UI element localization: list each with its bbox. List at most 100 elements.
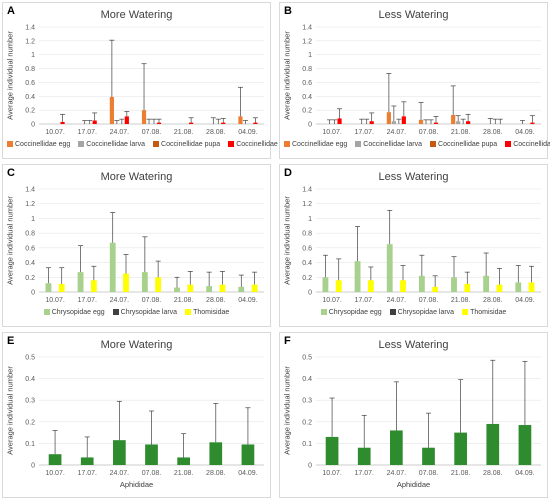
- legend-swatch: [389, 309, 396, 316]
- legend-item: Chrysopidae egg: [43, 309, 105, 316]
- legend-label: Coccinellidae pupa: [438, 141, 498, 148]
- bar: [45, 283, 52, 292]
- legend-label: Thomisidae: [193, 309, 230, 316]
- y-tick-label: 0: [31, 290, 35, 297]
- bar: [253, 122, 258, 124]
- y-tick-label: 1: [31, 216, 35, 223]
- y-tick-label: 0.2: [25, 108, 35, 115]
- legend-item: Coccinellidae pupa: [430, 141, 497, 148]
- y-tick-label: 0.3: [302, 398, 312, 405]
- panel-letter: C: [7, 167, 15, 179]
- bar: [48, 454, 62, 465]
- y-tick-label: 0.8: [25, 231, 35, 238]
- legend-swatch: [112, 309, 119, 316]
- x-tick-label: 17.07.: [354, 470, 374, 477]
- bar: [456, 121, 461, 124]
- legend-item: Thomisidae: [462, 309, 506, 316]
- x-tick-label: 24.07.: [387, 129, 407, 136]
- chart-title: Less Watering: [378, 171, 449, 183]
- y-axis-label: Average individual number: [5, 195, 15, 285]
- x-tick-label: 17.07.: [77, 129, 97, 136]
- x-tick-label: 07.08.: [142, 297, 162, 304]
- legend-swatch: [505, 141, 512, 148]
- legend-swatch: [430, 141, 437, 148]
- y-tick-label: 1.2: [25, 201, 35, 208]
- bar: [123, 273, 129, 292]
- legend-label: Coccinellidae larva: [363, 141, 423, 148]
- chart-svg: 0 0.2 0.4 0.6 0.8 1 1.2 1.4 10.07. 17.07. 24.07. 07…: [302, 25, 541, 136]
- x-tick-label: 04.09.: [515, 470, 535, 477]
- y-tick-label: 0.4: [302, 94, 312, 101]
- bar: [530, 122, 535, 124]
- bar: [401, 116, 406, 124]
- x-tick-label: 21.08.: [451, 297, 471, 304]
- legend-label: Chrysopidae larva: [120, 309, 178, 316]
- y-tick-label: 0.4: [25, 376, 35, 383]
- y-tick-label: 0: [308, 290, 312, 297]
- legend: Coccinellidae egg Coccinellidae larva Cocc…: [280, 141, 550, 148]
- y-tick-label: 0: [308, 122, 312, 129]
- y-tick-label: 0.4: [25, 94, 35, 101]
- legend-item: Coccinellidae egg: [7, 141, 70, 148]
- x-tick-label: 21.08.: [174, 470, 194, 477]
- x-tick-label: 28.08.: [206, 297, 226, 304]
- bar: [386, 112, 391, 124]
- x-tick-label: 17.07.: [77, 297, 97, 304]
- y-tick-label: 0.2: [25, 275, 35, 282]
- bar: [92, 120, 97, 124]
- x-tick-label: 07.08.: [142, 470, 162, 477]
- legend-label: Coccinellidae adult: [513, 141, 550, 148]
- y-tick-label: 1.2: [302, 38, 312, 45]
- y-tick-label: 1: [308, 52, 312, 59]
- legend: Chrysopidae egg Chrysopidae larva Thomisid…: [280, 309, 547, 316]
- bar: [335, 280, 342, 292]
- chart-svg: 0 0.2 0.4 0.6 0.8 1 1.2 1.4 10.07. 17.07. 24.07. 07…: [25, 187, 264, 304]
- y-tick-label: 0.8: [25, 66, 35, 73]
- x-tick-label: 21.08.: [451, 470, 471, 477]
- legend-item: Coccinellidae adult: [228, 141, 295, 148]
- bar: [451, 114, 456, 124]
- bar: [496, 284, 503, 292]
- panel-c: C More Watering 0 0.2 0.4 0.6 0.8 1 1.2 1.4 10.0…: [2, 164, 271, 327]
- bar: [238, 286, 245, 292]
- legend-swatch: [228, 141, 235, 148]
- panel-letter: B: [284, 5, 292, 17]
- x-tick-label: 21.08.: [174, 297, 194, 304]
- chart-svg: 0 0.2 0.4 0.6 0.8 1 1.2 1.4 10.07. 17.07. 24.07. 07…: [25, 25, 264, 136]
- legend-item: Chrysopidae larva: [112, 309, 178, 316]
- x-tick-label: 07.08.: [419, 297, 439, 304]
- bar: [145, 444, 158, 465]
- bar: [187, 284, 194, 292]
- bar: [418, 275, 425, 292]
- y-tick-label: 1.4: [302, 25, 312, 32]
- bar: [189, 122, 194, 124]
- x-tick-label: 17.07.: [77, 470, 97, 477]
- x-axis-label: Aphididae: [119, 480, 154, 489]
- chart-title: Less Watering: [378, 339, 449, 351]
- legend-label: Coccinellidae adult: [236, 141, 295, 148]
- bar: [518, 425, 532, 465]
- x-tick-label: 10.07.: [45, 470, 65, 477]
- legend-item: Coccinellidae larva: [78, 141, 145, 148]
- legend-swatch: [284, 141, 290, 148]
- chart-title: More Watering: [100, 339, 173, 351]
- bar: [209, 442, 223, 465]
- bar: [451, 277, 457, 292]
- y-tick-label: 0.2: [302, 275, 312, 282]
- x-tick-label: 28.08.: [206, 470, 226, 477]
- bar: [141, 272, 148, 292]
- x-tick-label: 10.07.: [322, 470, 342, 477]
- y-tick-label: 0.6: [25, 80, 35, 87]
- y-tick-label: 0: [308, 463, 312, 470]
- chart-title: More Watering: [100, 9, 173, 21]
- bar: [325, 436, 339, 465]
- y-tick-label: 1.2: [25, 38, 35, 45]
- bar: [390, 430, 403, 465]
- y-tick-label: 1: [308, 216, 312, 223]
- y-tick-label: 0.8: [302, 66, 312, 73]
- panel-a: A More Watering 0 0.2 0.4 0.6 0.8 1 1.2 1.4 10.0…: [2, 2, 295, 159]
- bar: [109, 96, 114, 124]
- bar: [391, 121, 396, 124]
- x-tick-label: 04.09.: [238, 297, 258, 304]
- y-tick-label: 0.6: [302, 80, 312, 87]
